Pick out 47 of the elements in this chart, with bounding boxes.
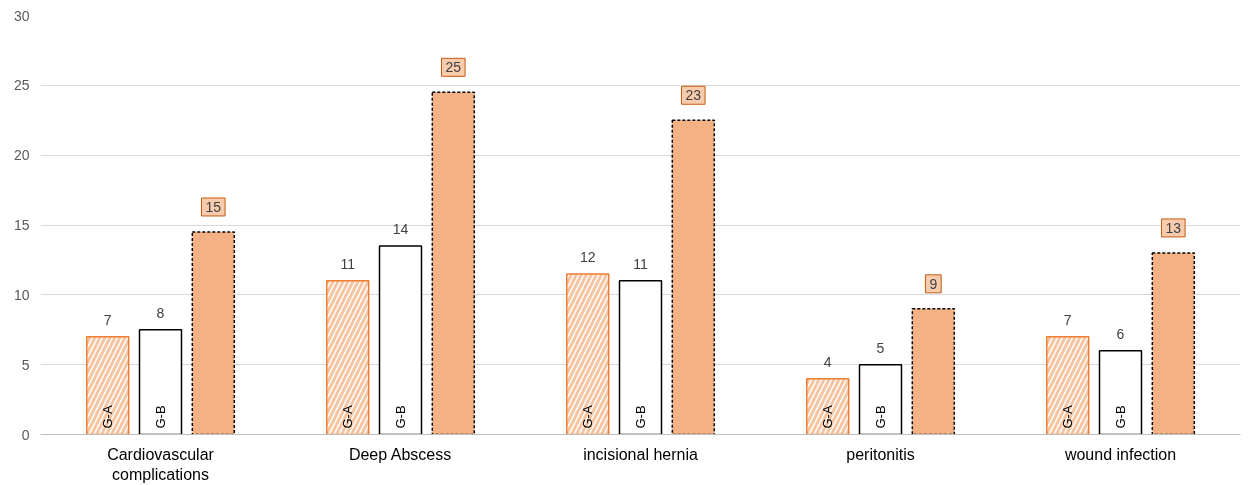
y-tick-label: 0 — [21, 426, 30, 443]
bar — [1151, 252, 1196, 435]
text: G-A — [340, 405, 356, 429]
y-tick-label: 20 — [13, 147, 30, 164]
data-label: 12 — [579, 248, 596, 265]
bar — [858, 363, 903, 435]
data-label: 13 — [1165, 219, 1182, 236]
series-label: G-B — [153, 405, 168, 429]
data-label: 4 — [823, 353, 832, 370]
x-tick-label: wound infection — [1063, 445, 1177, 463]
data-label: 25 — [445, 59, 462, 76]
data-label: 5 — [876, 339, 885, 356]
bar — [911, 308, 956, 435]
y-tick-label: 25 — [13, 77, 30, 94]
data-label: 9 — [929, 275, 938, 292]
data-label: 15 — [205, 198, 222, 215]
x-tick-label: Deep Abscess — [348, 445, 452, 463]
text: G-A — [580, 405, 596, 429]
y-tick-label: 30 — [13, 7, 30, 24]
text: G-B — [1113, 405, 1128, 429]
bar — [431, 91, 476, 435]
x-tick-label: Cardiovascular complications — [107, 445, 215, 483]
text: G-A — [1060, 405, 1076, 429]
y-tick-label: 15 — [13, 217, 30, 233]
data-label: 11 — [633, 255, 648, 272]
x-tick-label: peritonitis — [846, 445, 915, 463]
data-label: 23 — [685, 87, 702, 104]
data-label: 7 — [103, 311, 112, 328]
text: G-A — [820, 405, 836, 429]
data-label: 11 — [340, 255, 356, 272]
data-label: 7 — [1063, 311, 1072, 328]
text: G-B — [873, 405, 888, 429]
bar — [618, 280, 663, 435]
data-label: 8 — [156, 304, 165, 321]
data-label: 6 — [1116, 325, 1125, 342]
bar — [138, 329, 183, 435]
x-tick-label: incisional hernia — [583, 445, 698, 463]
bar — [378, 245, 423, 435]
y-tick-label: 5 — [21, 356, 30, 373]
bar — [671, 119, 716, 435]
data-label: 14 — [392, 220, 409, 237]
series-label: G-A — [100, 405, 116, 429]
bar — [191, 231, 236, 435]
text: G-B — [633, 405, 648, 429]
text: G-B — [393, 405, 408, 429]
y-tick-label: 10 — [13, 286, 30, 303]
bar — [1098, 349, 1143, 435]
